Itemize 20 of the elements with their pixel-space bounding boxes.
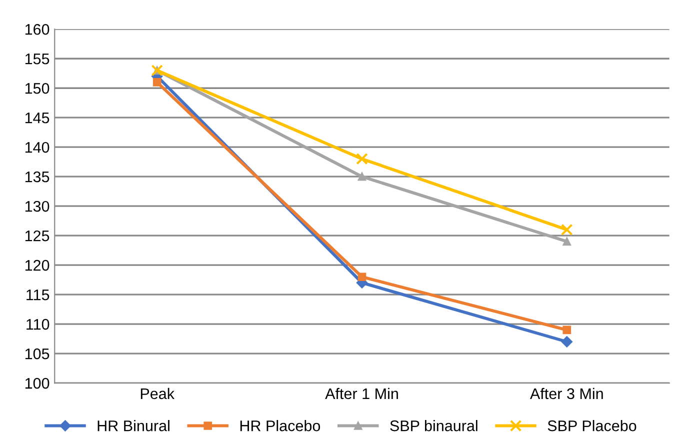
x-tick-label: After 3 Min	[530, 388, 603, 400]
legend-label: SBP binaural	[390, 420, 478, 432]
y-tick-label: 120	[25, 260, 50, 271]
y-tick-label: 145	[25, 112, 50, 124]
y-tick-label: 155	[25, 54, 50, 64]
x-tick-label: Peak	[140, 388, 175, 400]
legend-label: HR Placebo	[240, 420, 320, 432]
y-tick-label: 125	[25, 230, 50, 242]
y-tick-label: 100	[25, 378, 50, 389]
legend-label: HR Binural	[98, 420, 170, 432]
y-tick-label: 150	[25, 82, 50, 94]
y-tick-label: 115	[26, 290, 50, 300]
y-tick-label: 105	[25, 348, 50, 360]
y-tick-label: 140	[25, 142, 50, 153]
y-tick-label: 110	[26, 318, 50, 330]
y-tick-label: 130	[25, 200, 50, 212]
y-tick-label: 135	[25, 171, 50, 182]
x-tick-label: After 1 Min	[325, 388, 398, 400]
y-tick-label: 160	[25, 24, 50, 35]
legend-label: SBP Placebo	[548, 420, 636, 432]
